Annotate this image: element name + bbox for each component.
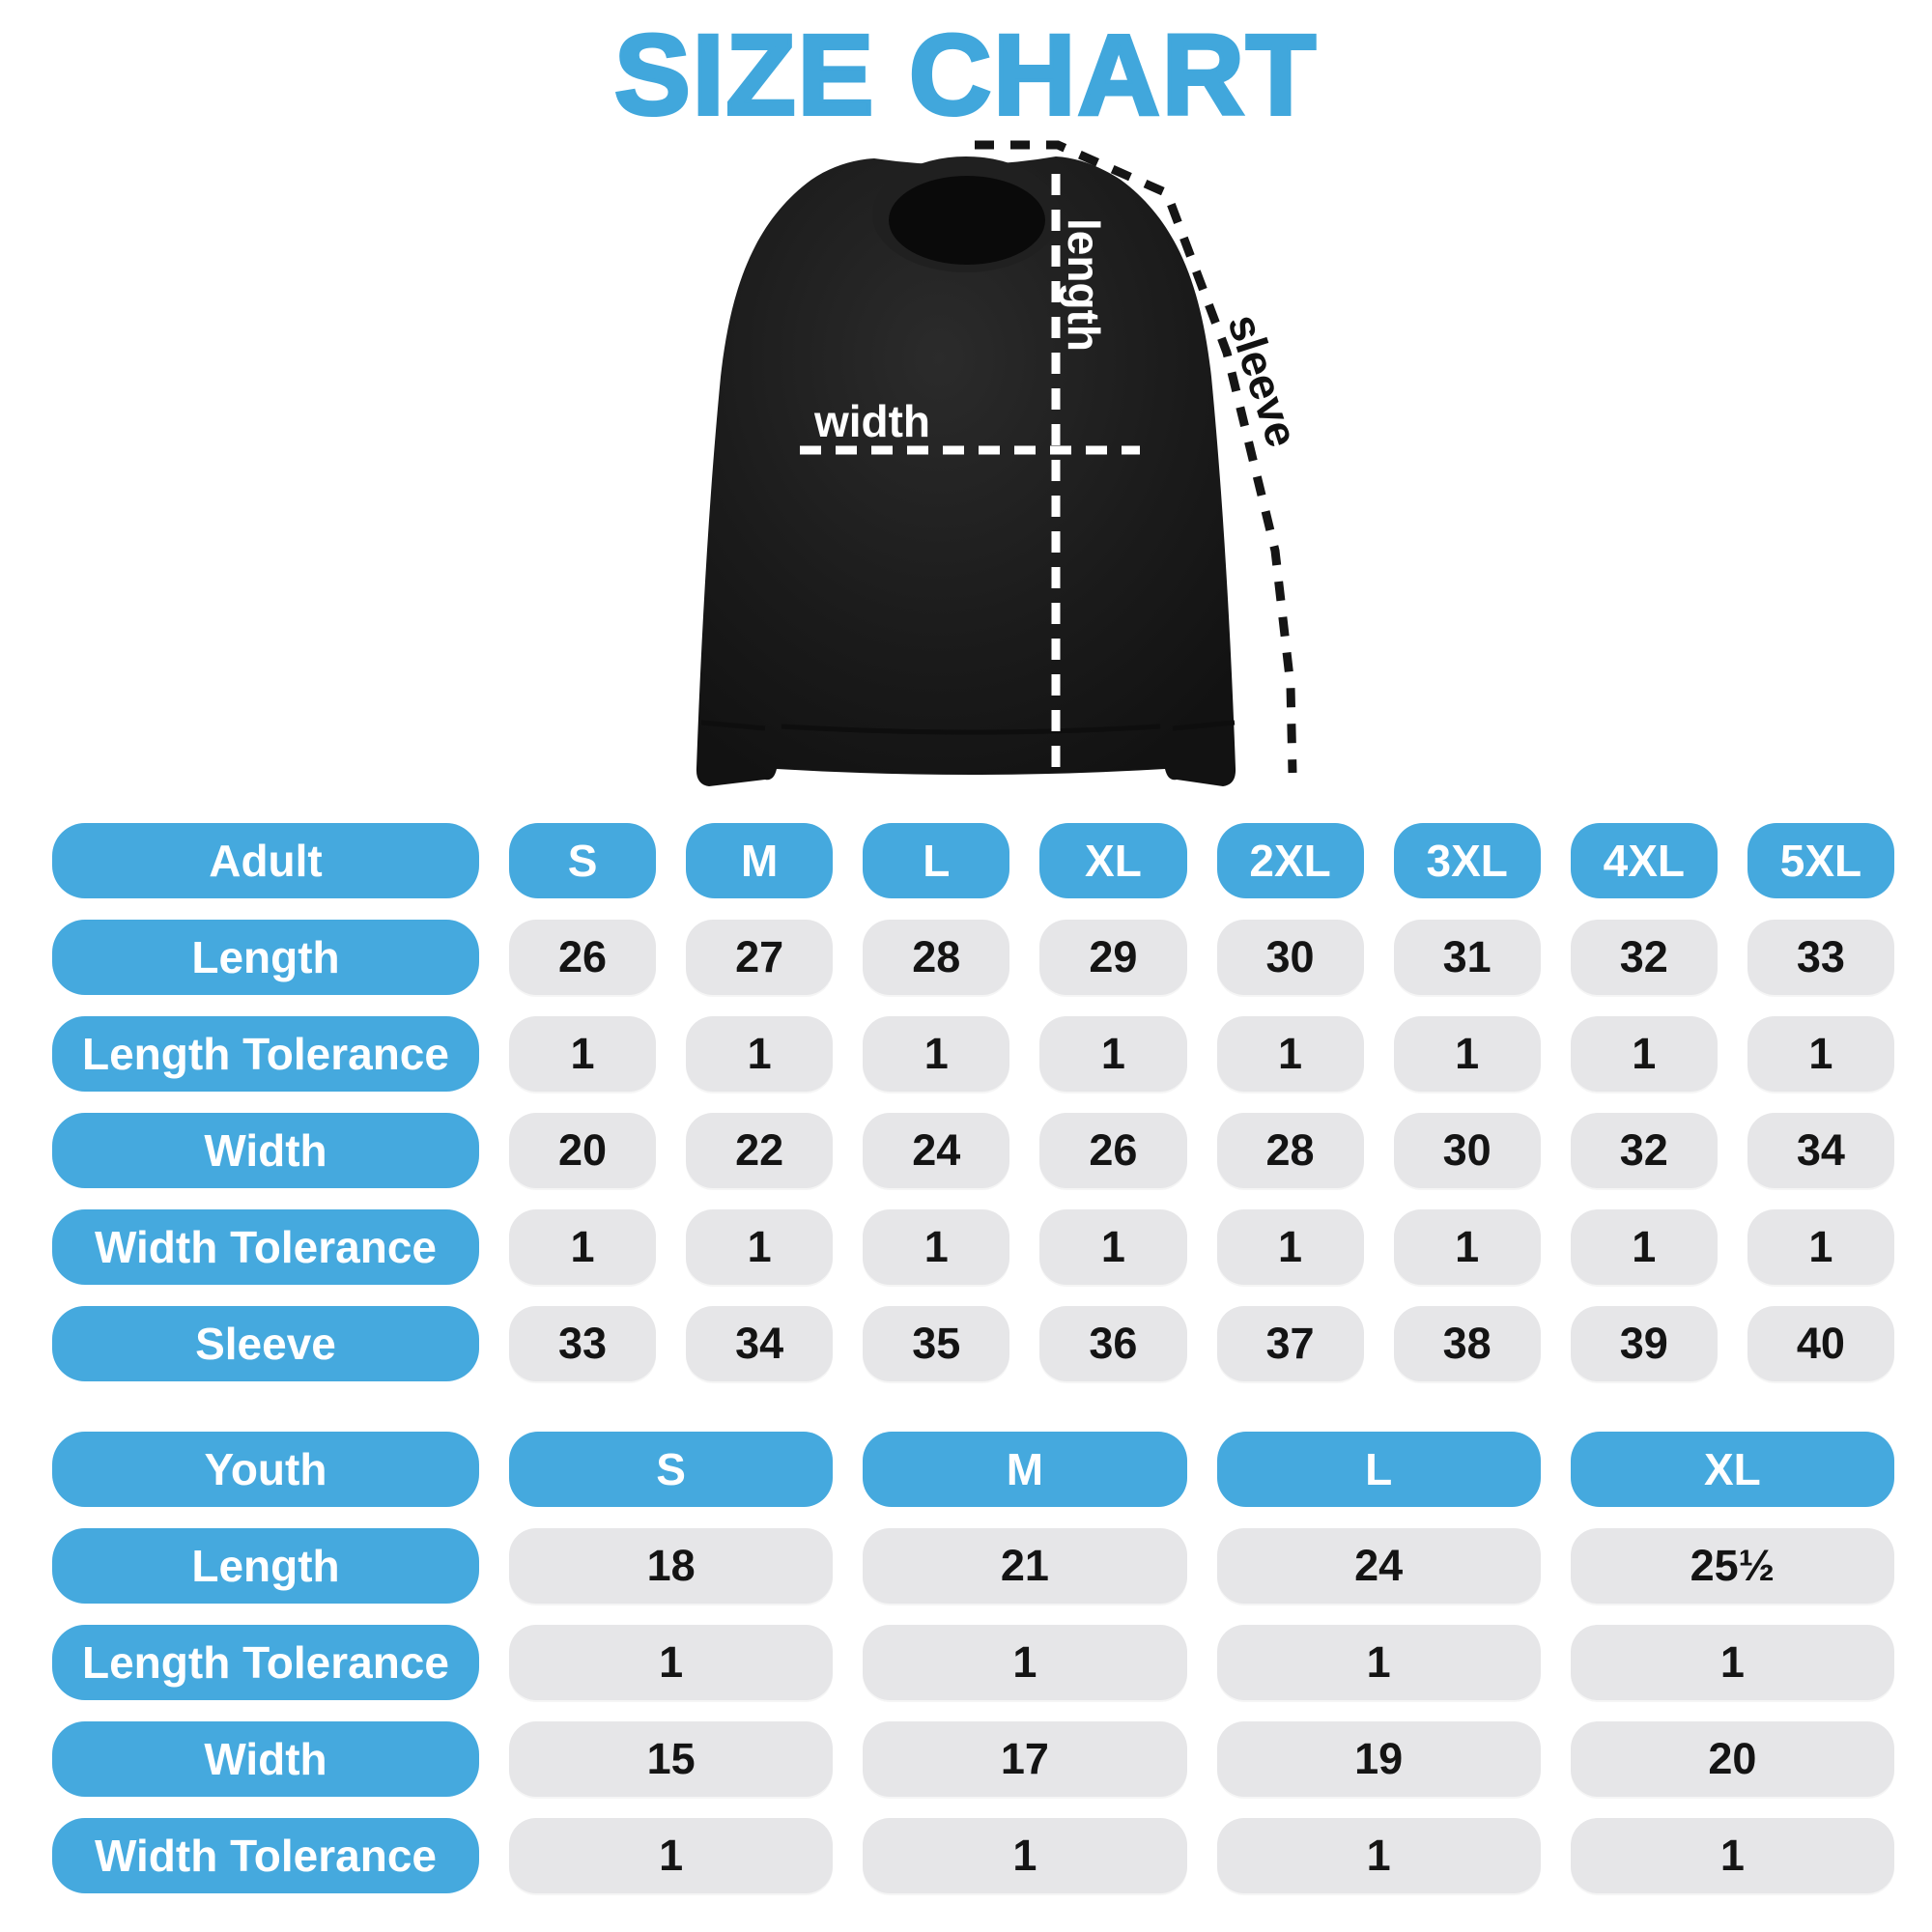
sleeve-measure-line bbox=[975, 140, 1297, 774]
adult-width-value-l: 24 bbox=[863, 1113, 1010, 1188]
adult-sleeve-value-xl: 36 bbox=[1039, 1306, 1187, 1381]
adult-length-value-4xl: 32 bbox=[1570, 920, 1718, 995]
adult-row-label-length: Length bbox=[52, 920, 479, 995]
adult-width-value-4xl: 32 bbox=[1570, 1113, 1718, 1188]
left-cuff-seam bbox=[700, 720, 766, 731]
adult-length-value-l: 28 bbox=[863, 920, 1010, 995]
youth-row-label-length-tolerance: Length Tolerance bbox=[52, 1625, 479, 1700]
adult-row-label-width-tolerance: Width Tolerance bbox=[52, 1209, 479, 1285]
adult-length-tolerance-value-l: 1 bbox=[863, 1016, 1010, 1092]
youth-table-title: Youth bbox=[52, 1432, 479, 1507]
youth-row-label-length: Length bbox=[52, 1528, 479, 1604]
youth-length-value-s: 18 bbox=[509, 1528, 834, 1604]
adult-width-tolerance-value-3xl: 1 bbox=[1393, 1209, 1541, 1285]
youth-size-header-xl: XL bbox=[1570, 1432, 1894, 1507]
youth-length-tolerance-value-xl: 1 bbox=[1570, 1625, 1894, 1700]
youth-row-label-width-tolerance: Width Tolerance bbox=[52, 1818, 479, 1893]
adult-width-tolerance-value-2xl: 1 bbox=[1216, 1209, 1364, 1285]
youth-length-value-xl: 25½ bbox=[1570, 1528, 1894, 1604]
adult-sleeve-value-s: 33 bbox=[509, 1306, 657, 1381]
sweatshirt-silhouette bbox=[696, 156, 1236, 786]
youth-width-tolerance-value-m: 1 bbox=[863, 1818, 1187, 1893]
youth-width-tolerance-value-s: 1 bbox=[509, 1818, 834, 1893]
adult-width-tolerance-value-m: 1 bbox=[686, 1209, 834, 1285]
adult-length-value-2xl: 30 bbox=[1216, 920, 1364, 995]
youth-length-tolerance-value-s: 1 bbox=[509, 1625, 834, 1700]
youth-length-value-m: 21 bbox=[863, 1528, 1187, 1604]
sweatshirt-illustration: width length sleeve bbox=[696, 140, 1308, 786]
width-measure-label: width bbox=[813, 396, 930, 446]
youth-size-header-s: S bbox=[509, 1432, 834, 1507]
adult-size-header-xl: XL bbox=[1039, 823, 1187, 898]
adult-width-tolerance-value-l: 1 bbox=[863, 1209, 1010, 1285]
adult-length-tolerance-value-2xl: 1 bbox=[1216, 1016, 1364, 1092]
collar-opening bbox=[889, 176, 1045, 265]
adult-width-tolerance-value-s: 1 bbox=[509, 1209, 657, 1285]
adult-length-tolerance-value-3xl: 1 bbox=[1393, 1016, 1541, 1092]
adult-length-tolerance-value-5xl: 1 bbox=[1747, 1016, 1894, 1092]
adult-table-title: Adult bbox=[52, 823, 479, 898]
adult-length-tolerance-value-s: 1 bbox=[509, 1016, 657, 1092]
youth-width-tolerance-value-l: 1 bbox=[1216, 1818, 1541, 1893]
adult-size-header-2xl: 2XL bbox=[1216, 823, 1364, 898]
adult-size-header-m: M bbox=[686, 823, 834, 898]
adult-width-value-m: 22 bbox=[686, 1113, 834, 1188]
youth-length-tolerance-value-m: 1 bbox=[863, 1625, 1187, 1700]
youth-width-value-l: 19 bbox=[1216, 1721, 1541, 1797]
adult-sleeve-value-l: 35 bbox=[863, 1306, 1010, 1381]
adult-width-value-xl: 26 bbox=[1039, 1113, 1187, 1188]
adult-width-value-s: 20 bbox=[509, 1113, 657, 1188]
youth-size-table: Youth S M L XL Length 18 21 24 25½ Length Toleranc… bbox=[52, 1432, 1894, 1893]
adult-width-tolerance-value-5xl: 1 bbox=[1747, 1209, 1894, 1285]
adult-sleeve-value-4xl: 39 bbox=[1570, 1306, 1718, 1381]
youth-size-header-l: L bbox=[1216, 1432, 1541, 1507]
adult-length-value-xl: 29 bbox=[1039, 920, 1187, 995]
youth-width-value-xl: 20 bbox=[1570, 1721, 1894, 1797]
right-cuff-seam bbox=[1172, 720, 1236, 731]
youth-size-header-m: M bbox=[863, 1432, 1187, 1507]
adult-length-tolerance-value-m: 1 bbox=[686, 1016, 834, 1092]
adult-row-label-length-tolerance: Length Tolerance bbox=[52, 1016, 479, 1092]
hem-seam bbox=[781, 724, 1161, 735]
adult-length-tolerance-value-xl: 1 bbox=[1039, 1016, 1187, 1092]
adult-row-label-width: Width bbox=[52, 1113, 479, 1188]
adult-length-value-3xl: 31 bbox=[1393, 920, 1541, 995]
youth-length-tolerance-value-l: 1 bbox=[1216, 1625, 1541, 1700]
adult-sleeve-value-m: 34 bbox=[686, 1306, 834, 1381]
youth-length-value-l: 24 bbox=[1216, 1528, 1541, 1604]
adult-length-tolerance-value-4xl: 1 bbox=[1570, 1016, 1718, 1092]
page-title: SIZE CHART bbox=[612, 10, 1318, 141]
adult-sleeve-value-3xl: 38 bbox=[1393, 1306, 1541, 1381]
youth-width-tolerance-value-xl: 1 bbox=[1570, 1818, 1894, 1893]
adult-length-value-m: 27 bbox=[686, 920, 834, 995]
adult-width-tolerance-value-xl: 1 bbox=[1039, 1209, 1187, 1285]
length-measure-label: length bbox=[1059, 218, 1109, 352]
adult-size-header-3xl: 3XL bbox=[1393, 823, 1541, 898]
adult-size-header-l: L bbox=[863, 823, 1010, 898]
adult-sleeve-value-5xl: 40 bbox=[1747, 1306, 1894, 1381]
adult-length-value-5xl: 33 bbox=[1747, 920, 1894, 995]
youth-row-label-width: Width bbox=[52, 1721, 479, 1797]
adult-width-tolerance-value-4xl: 1 bbox=[1570, 1209, 1718, 1285]
adult-sleeve-value-2xl: 37 bbox=[1216, 1306, 1364, 1381]
adult-size-header-4xl: 4XL bbox=[1570, 823, 1718, 898]
adult-length-value-s: 26 bbox=[509, 920, 657, 995]
adult-row-label-sleeve: Sleeve bbox=[52, 1306, 479, 1381]
adult-width-value-5xl: 34 bbox=[1747, 1113, 1894, 1188]
adult-size-table: Adult S M L XL 2XL 3XL 4XL 5XL Length 26 27 28 29 30 31… bbox=[52, 823, 1894, 1381]
youth-width-value-s: 15 bbox=[509, 1721, 834, 1797]
sweatshirt-diagram: width length sleeve bbox=[541, 97, 1391, 831]
adult-size-header-5xl: 5XL bbox=[1747, 823, 1894, 898]
adult-size-header-s: S bbox=[509, 823, 657, 898]
adult-width-value-3xl: 30 bbox=[1393, 1113, 1541, 1188]
youth-width-value-m: 17 bbox=[863, 1721, 1187, 1797]
adult-width-value-2xl: 28 bbox=[1216, 1113, 1364, 1188]
